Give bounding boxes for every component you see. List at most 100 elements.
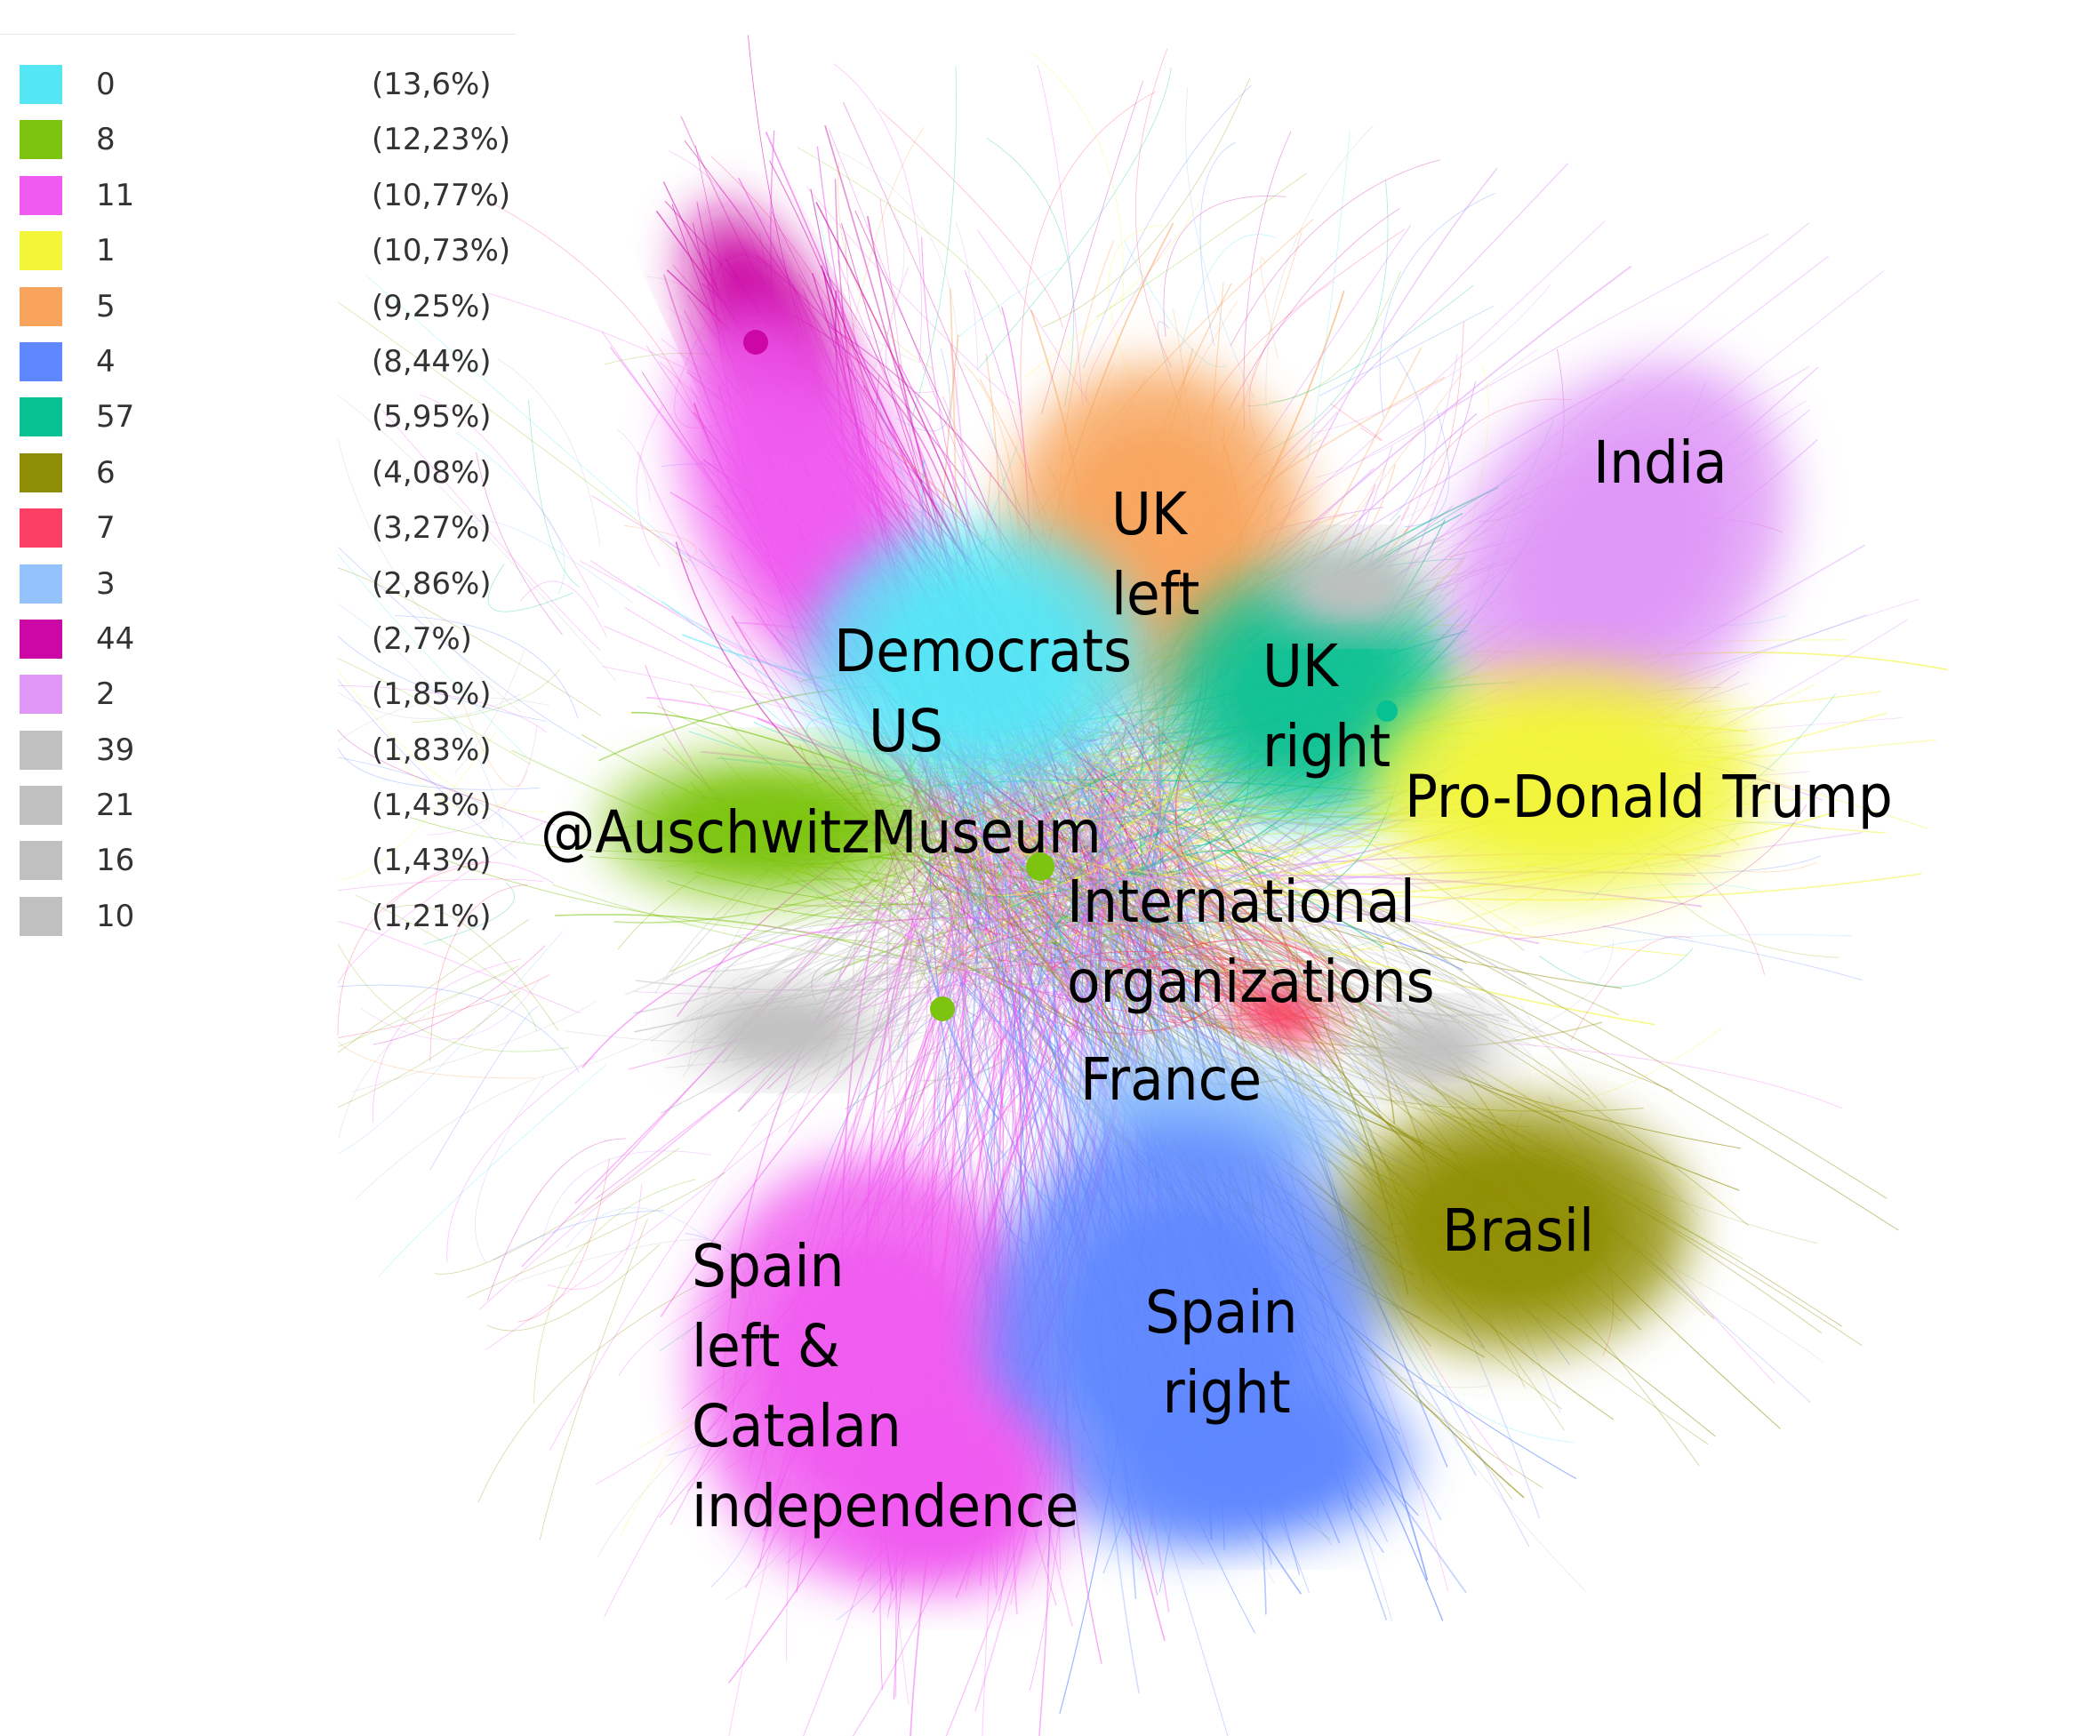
label-france: France [1080, 1045, 1262, 1114]
legend-percentage: (10,73%) [372, 233, 511, 269]
legend-percentage: (3,27%) [372, 510, 492, 547]
edge-line [937, 745, 1425, 1145]
legend-community-id: 57 [96, 399, 135, 436]
edge-line [1020, 980, 1245, 1036]
edge-line [337, 553, 527, 757]
edge-line [932, 828, 958, 980]
community-clusters [605, 204, 1789, 1591]
edge-line [970, 788, 1039, 855]
edge-line [1173, 978, 1216, 1013]
edge-line [624, 524, 697, 563]
edge-line [1130, 822, 1378, 928]
edge-line [1003, 964, 1291, 1061]
edge-line [1254, 180, 1389, 458]
edge-line [1097, 870, 1461, 1024]
edge-line [393, 905, 559, 1031]
edge-line [429, 884, 528, 1062]
edge-line [429, 1006, 539, 1171]
edge-line [337, 732, 497, 881]
legend-community-id: 8 [96, 122, 116, 158]
edge-line [391, 748, 507, 812]
edge-line [1100, 772, 1407, 1063]
edge-line [337, 878, 543, 891]
edge-line [856, 949, 1042, 1018]
edge-line [337, 748, 540, 790]
edge-line [337, 567, 602, 716]
edge-line [878, 908, 934, 1015]
edge-line [1108, 224, 1163, 384]
edge-line [616, 428, 651, 503]
edge-line [1085, 916, 1264, 1000]
legend-community-id: 6 [96, 454, 116, 491]
edge-line [886, 772, 1130, 1056]
community-core [877, 578, 1079, 738]
edge-line [365, 274, 698, 567]
edge-line [978, 68, 1172, 370]
edge-line [1315, 348, 1537, 478]
edge-line [1138, 888, 1305, 1100]
edge-line [1243, 131, 1292, 430]
edge-line [337, 603, 504, 828]
edge-line [967, 929, 1422, 1005]
edge-line [1057, 787, 1179, 1178]
legend-swatch [20, 65, 62, 104]
edge-line [1180, 234, 1277, 352]
edge-line [419, 394, 599, 608]
label-india: India [1593, 428, 1727, 497]
legend-community-id: 0 [96, 67, 116, 102]
legend-percentage: (5,95%) [372, 399, 492, 436]
edge-line [793, 746, 1054, 1014]
edge-line [931, 757, 1510, 1022]
edge-line [985, 972, 1322, 1087]
edge-line [891, 895, 1039, 948]
edge-line [541, 1150, 711, 1242]
community-core [1172, 1410, 1353, 1506]
legend-row: 44 (2,7%) [0, 614, 516, 669]
edge-line [434, 1148, 680, 1275]
edge-line [337, 860, 492, 1036]
edge-line [846, 814, 1103, 968]
edge-line [574, 753, 990, 1204]
edge-line [921, 754, 1393, 894]
edge-line [699, 771, 1098, 972]
edge-line [337, 919, 529, 1053]
edge-line [592, 754, 1037, 1064]
edge-line [1129, 907, 1226, 932]
edge-line [1112, 787, 1312, 972]
edge-line [1583, 934, 1852, 954]
hub-node [930, 996, 955, 1021]
edge-line [1014, 875, 1550, 1041]
edge-line [1199, 142, 1236, 346]
edge-line [916, 846, 1602, 1145]
edge-line [1095, 172, 1307, 318]
edge-line [1071, 939, 1392, 1028]
edge-line [925, 952, 996, 1057]
edge-line [1400, 398, 1572, 521]
edge-line [382, 861, 555, 913]
edge-line [1116, 898, 1206, 1023]
edge-line [625, 753, 1120, 996]
edge-line [1112, 868, 1620, 1016]
edge-line [636, 404, 664, 567]
community-core [1249, 995, 1311, 1032]
legend-swatch [20, 231, 62, 271]
label-democrats-us: Democrats US [834, 617, 1133, 765]
edge-line [1025, 812, 1405, 1030]
edge-line [1020, 91, 1156, 413]
edge-line [337, 943, 570, 1052]
edge-line [964, 842, 1922, 901]
edge-line [988, 966, 1100, 1037]
edge-line [1010, 825, 1089, 1085]
edge-line [1403, 321, 1464, 533]
edge-line [1007, 789, 1476, 1008]
edge-line [1260, 257, 1278, 359]
edge-line [381, 409, 601, 651]
edge-line [970, 947, 1863, 1347]
edge-line [337, 965, 519, 1047]
community-core [882, 1435, 1021, 1552]
legend-percentage: (4,08%) [372, 454, 492, 491]
edge-line [337, 684, 548, 733]
edge-line [337, 990, 521, 1108]
legend-swatch [20, 286, 62, 326]
edge-line [1082, 954, 1222, 1071]
